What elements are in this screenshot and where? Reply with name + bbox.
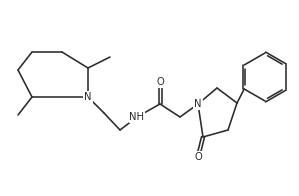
Text: O: O <box>194 152 202 162</box>
Text: NH: NH <box>129 112 144 122</box>
Text: N: N <box>194 99 202 109</box>
Text: N: N <box>84 92 92 102</box>
Text: O: O <box>156 77 164 87</box>
